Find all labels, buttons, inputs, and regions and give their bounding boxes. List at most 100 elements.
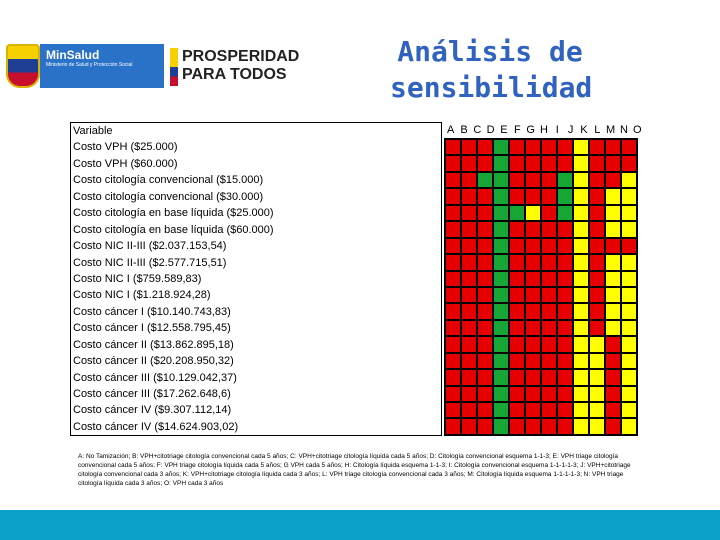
grid-cell xyxy=(445,270,461,287)
slide-title: Análisis de sensibilidad xyxy=(390,35,593,104)
column-header: O xyxy=(632,124,642,136)
grid-cell xyxy=(493,352,509,370)
grid-cell xyxy=(557,402,573,419)
grid-cell xyxy=(589,221,605,238)
grid-cell xyxy=(573,237,589,255)
grid-cell xyxy=(461,418,477,435)
grid-cell xyxy=(509,204,525,222)
grid-cell xyxy=(541,171,557,189)
grid-cell xyxy=(509,369,525,386)
grid-cell xyxy=(493,369,509,386)
grid-cell xyxy=(461,303,477,320)
grid-cell xyxy=(525,385,541,402)
grid-cell xyxy=(477,155,493,172)
column-header: C xyxy=(473,124,482,136)
grid-cell xyxy=(493,336,509,353)
grid-cell xyxy=(461,155,477,172)
grid-cell xyxy=(445,336,461,353)
grid-cell xyxy=(605,254,621,271)
variables-table: Variable Costo VPH ($25.000) Costo VPH ($… xyxy=(70,122,442,436)
grid-cell xyxy=(573,254,589,271)
grid-cell xyxy=(461,237,477,255)
grid-cell xyxy=(589,319,605,337)
grid-cell xyxy=(621,369,637,386)
grid-cell xyxy=(557,385,573,402)
grid-cell xyxy=(605,204,621,222)
grid-cell xyxy=(621,254,637,271)
variable-row: Costo cáncer IV ($9.307.112,14) xyxy=(73,404,232,417)
grid-cell xyxy=(477,303,493,320)
grid-cell xyxy=(445,369,461,386)
grid-cell xyxy=(525,286,541,304)
grid-cell xyxy=(461,171,477,189)
grid-cell xyxy=(557,336,573,353)
grid-cell xyxy=(557,286,573,304)
prosperidad-line2: PARA TODOS xyxy=(182,66,287,83)
variable-row: Costo cáncer III ($10.129.042,37) xyxy=(73,371,237,384)
grid-cell xyxy=(557,221,573,238)
header-logos: MinSalud Ministerio de Salud y Protecció… xyxy=(0,38,310,100)
grid-cell xyxy=(541,352,557,370)
grid-cell xyxy=(525,336,541,353)
column-header: K xyxy=(580,124,588,136)
grid-cell xyxy=(477,402,493,419)
variable-row: Costo cáncer I ($12.558.795,45) xyxy=(73,322,231,335)
grid-cell xyxy=(621,319,637,337)
variable-row: Costo citología en base líquida ($60.000… xyxy=(73,223,274,236)
grid-cell xyxy=(605,286,621,304)
grid-cell xyxy=(493,237,509,255)
grid-cell xyxy=(621,171,637,189)
grid-cell xyxy=(509,221,525,238)
grid-cell xyxy=(525,352,541,370)
grid-cell xyxy=(557,204,573,222)
variable-row: Costo cáncer I ($10.140.743,83) xyxy=(73,305,231,318)
grid-cell xyxy=(621,204,637,222)
grid-cell xyxy=(541,155,557,172)
grid-cell xyxy=(477,286,493,304)
grid-cell xyxy=(477,237,493,255)
flag-icon xyxy=(170,48,178,86)
grid-cell xyxy=(573,204,589,222)
grid-cell xyxy=(493,171,509,189)
variable-row: Costo NIC II-III ($2.577.715,51) xyxy=(73,256,227,269)
grid-cell xyxy=(509,237,525,255)
grid-cell xyxy=(493,286,509,304)
grid-cell xyxy=(589,286,605,304)
grid-cell xyxy=(589,204,605,222)
grid-cell xyxy=(573,303,589,320)
column-header: L xyxy=(594,124,601,136)
grid-cell xyxy=(477,221,493,238)
prosperidad-line1: PROSPERIDAD xyxy=(182,48,300,65)
grid-cell xyxy=(477,270,493,287)
grid-cell xyxy=(557,237,573,255)
grid-cell xyxy=(605,171,621,189)
grid-cell xyxy=(525,221,541,238)
grid-cell xyxy=(621,237,637,255)
grid-cell xyxy=(445,221,461,238)
grid-cell xyxy=(541,336,557,353)
grid-cell xyxy=(509,155,525,172)
variable-row: Costo VPH ($25.000) xyxy=(73,141,178,154)
grid-cell xyxy=(621,352,637,370)
variable-row: Costo NIC I ($759.589,83) xyxy=(73,272,202,285)
grid-cell xyxy=(605,303,621,320)
color-grid xyxy=(444,138,638,436)
grid-cell xyxy=(509,385,525,402)
colombia-shield-icon xyxy=(6,44,40,88)
grid-cell xyxy=(461,319,477,337)
grid-cell xyxy=(477,254,493,271)
grid-cell xyxy=(461,139,477,156)
grid-cell xyxy=(477,336,493,353)
grid-cell xyxy=(557,319,573,337)
grid-cell xyxy=(445,352,461,370)
grid-cell xyxy=(621,418,637,435)
grid-cell xyxy=(573,402,589,419)
grid-cell xyxy=(525,237,541,255)
grid-cell xyxy=(541,204,557,222)
grid-cell xyxy=(509,286,525,304)
grid-cell xyxy=(541,418,557,435)
grid-cell xyxy=(589,171,605,189)
grid-cell xyxy=(525,204,541,222)
grid-cell xyxy=(541,270,557,287)
grid-cell xyxy=(621,270,637,287)
